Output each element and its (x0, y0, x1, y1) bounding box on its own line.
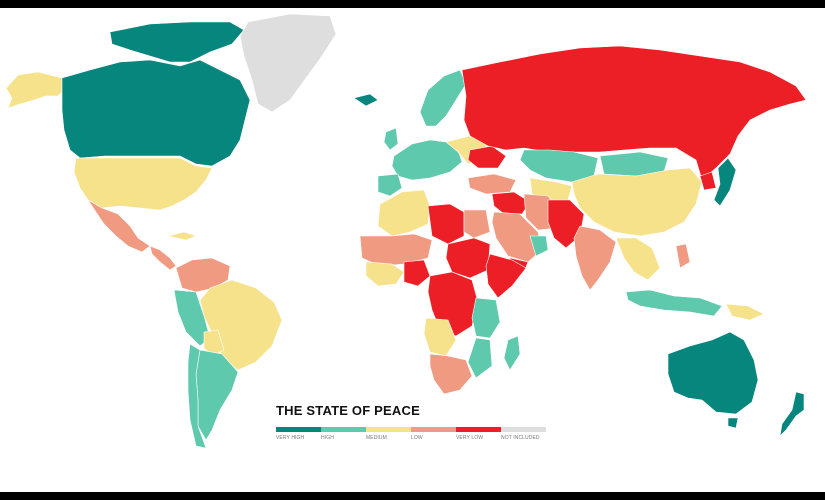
region-oman (529, 235, 549, 257)
region-china (571, 167, 703, 237)
region-sahel (359, 233, 433, 267)
legend-label-very-high: VERY HIGH (276, 435, 305, 441)
region-colombia-venezuela (175, 257, 231, 293)
region-greenland (239, 13, 337, 113)
region-uk (383, 127, 399, 151)
region-cuba (167, 231, 197, 241)
region-canada-arctic (109, 21, 245, 63)
legend-swatch-very-high (276, 427, 321, 432)
legend-swatch-medium (366, 427, 411, 432)
legend-label-medium: MEDIUM (366, 435, 387, 441)
legend-swatch-high (321, 427, 366, 432)
region-australia (667, 331, 759, 415)
world-map-svg (5, 13, 807, 449)
legend-label-high: HIGH (321, 435, 334, 441)
legend-label-not-included: NOT INCLUDED (501, 435, 540, 441)
region-iceland (353, 93, 379, 107)
region-kazakhstan (519, 149, 599, 183)
region-new-zealand (779, 391, 805, 437)
region-indonesia (625, 289, 723, 317)
legend-swatch-low (411, 427, 456, 432)
region-iberia (377, 173, 403, 197)
region-sudan (445, 237, 491, 279)
region-nigeria (403, 259, 431, 287)
region-syria-iraq (491, 191, 531, 215)
region-philippines (675, 243, 691, 269)
region-mozambique (467, 337, 493, 379)
legend-labels: VERY HIGH HIGH MEDIUM LOW VERY LOW NOT I… (276, 435, 546, 441)
region-madagascar (503, 335, 521, 371)
world-map (0, 8, 825, 492)
legend-swatch-not-included (501, 427, 546, 432)
region-korea (699, 171, 717, 191)
region-tasmania (727, 417, 739, 429)
region-southeast-asia (615, 237, 661, 281)
region-ukraine (467, 145, 507, 169)
region-mexico (87, 199, 151, 253)
region-north-africa (377, 189, 431, 237)
region-japan (713, 157, 737, 207)
region-papua (725, 303, 765, 321)
region-central-america (149, 245, 177, 271)
region-east-africa (471, 297, 501, 339)
legend-color-bar (276, 427, 546, 432)
legend-label-very-low: VERY LOW (456, 435, 484, 441)
region-chile (187, 343, 207, 449)
map-legend: THE STATE OF PEACE VERY HIGH HIGH MEDIUM… (276, 403, 576, 441)
region-horn (485, 253, 527, 299)
region-scandinavia (419, 69, 467, 127)
region-india (573, 225, 617, 291)
region-egypt (463, 209, 491, 239)
region-canada (61, 59, 251, 167)
legend-label-low: LOW (411, 435, 423, 441)
region-alaska (5, 71, 63, 109)
region-russia (461, 45, 807, 181)
legend-swatch-very-low (456, 427, 501, 432)
region-southern-africa (429, 353, 473, 395)
region-turkey (467, 173, 517, 195)
region-west-africa (365, 261, 405, 287)
region-libya (427, 203, 465, 245)
region-united-states (73, 157, 213, 211)
map-title: THE STATE OF PEACE (276, 403, 420, 418)
